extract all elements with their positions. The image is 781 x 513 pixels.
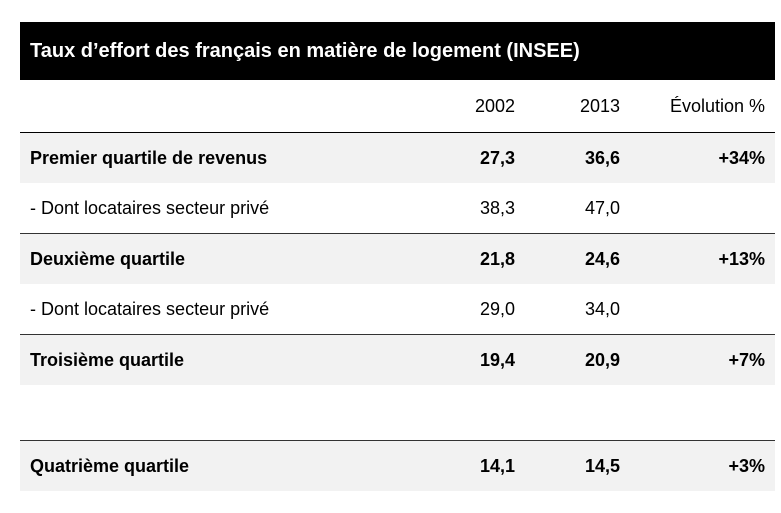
- table-row: Deuxième quartile 21,8 24,6 +13%: [20, 233, 775, 284]
- row-value-2013: 24,6: [515, 233, 620, 284]
- row-value-2013: [515, 385, 620, 441]
- row-value-2013: 36,6: [515, 132, 620, 183]
- table-row: - Dont locataires secteur privé 29,0 34,…: [20, 284, 775, 335]
- header-evolution: Évolution %: [620, 80, 775, 133]
- data-table: 2002 2013 Évolution % Premier quartile d…: [20, 80, 775, 491]
- row-label: Quatrième quartile: [20, 440, 415, 491]
- table-row: - Dont locataires secteur privé 38,3 47,…: [20, 183, 775, 234]
- row-label: - Dont locataires secteur privé: [20, 284, 415, 335]
- table-title-text: Taux d’effort des français en matière de…: [30, 39, 580, 62]
- row-value-2013: 20,9: [515, 334, 620, 385]
- table-row: Quatrième quartile 14,1 14,5 +3%: [20, 440, 775, 491]
- row-label: Troisième quartile: [20, 334, 415, 385]
- row-evolution: [620, 284, 775, 335]
- row-value-2013: 34,0: [515, 284, 620, 335]
- table-row: [20, 385, 775, 441]
- table-container: Taux d’effort des français en matière de…: [20, 22, 775, 491]
- row-label: Premier quartile de revenus: [20, 132, 415, 183]
- table-row: Troisième quartile 19,4 20,9 +7%: [20, 334, 775, 385]
- row-value-2002: 27,3: [415, 132, 515, 183]
- row-evolution: +13%: [620, 233, 775, 284]
- row-label: [20, 385, 415, 441]
- table-row: Premier quartile de revenus 27,3 36,6 +3…: [20, 132, 775, 183]
- header-2002: 2002: [415, 80, 515, 133]
- row-evolution: +3%: [620, 440, 775, 491]
- row-label: Deuxième quartile: [20, 233, 415, 284]
- row-value-2002: 29,0: [415, 284, 515, 335]
- row-evolution: +34%: [620, 132, 775, 183]
- header-label: [20, 80, 415, 133]
- table-title: Taux d’effort des français en matière de…: [20, 22, 775, 80]
- header-2013: 2013: [515, 80, 620, 133]
- row-value-2002: [415, 385, 515, 441]
- row-evolution: [620, 183, 775, 234]
- row-value-2013: 47,0: [515, 183, 620, 234]
- row-value-2002: 19,4: [415, 334, 515, 385]
- row-value-2002: 14,1: [415, 440, 515, 491]
- row-evolution: [620, 385, 775, 441]
- row-value-2002: 21,8: [415, 233, 515, 284]
- row-label: - Dont locataires secteur privé: [20, 183, 415, 234]
- header-row: 2002 2013 Évolution %: [20, 80, 775, 133]
- row-value-2002: 38,3: [415, 183, 515, 234]
- row-evolution: +7%: [620, 334, 775, 385]
- row-value-2013: 14,5: [515, 440, 620, 491]
